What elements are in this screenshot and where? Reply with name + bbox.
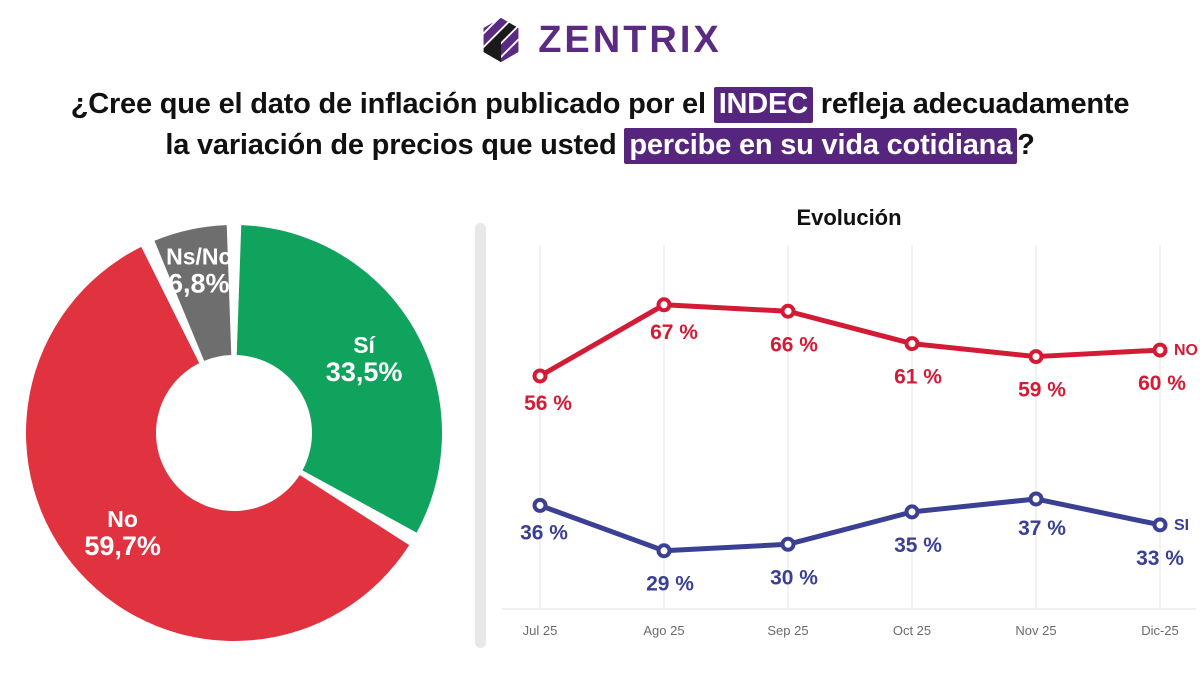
panel-divider <box>474 222 486 648</box>
series-line-no <box>537 302 1163 379</box>
donut-slice-label: Ns/Nc6,8% <box>166 243 231 298</box>
title-text-c: la variación de precios que usted <box>165 129 625 162</box>
data-point-label: 67 % <box>650 321 698 344</box>
donut-slice-name: Ns/Nc <box>166 243 231 269</box>
title-line-1: ¿Cree que el dato de inflación publicado… <box>20 84 1180 125</box>
data-point-label: 36 % <box>520 521 568 544</box>
evolution-gridlines <box>539 245 1161 609</box>
donut-panel: Sí 33,5% No 59,7% Ns/Nc 6,8% <box>0 205 462 665</box>
brand-header: ZENTRIX <box>0 0 1200 80</box>
data-point-label: 37 % <box>1018 517 1066 540</box>
donut-slice-name: No <box>107 506 138 532</box>
donut-slice-name: Sí <box>353 332 376 358</box>
data-point <box>1152 517 1168 533</box>
evolution-title: Evolución <box>796 205 902 230</box>
data-point-label: 59 % <box>1018 379 1066 402</box>
donut-slice <box>236 225 442 533</box>
data-point-label: 35 % <box>894 534 942 557</box>
x-tick-label: Oct 25 <box>893 623 931 638</box>
data-point <box>1028 349 1044 365</box>
evolution-series: NO SI <box>532 297 1198 559</box>
evolution-panel: Evolución NO SI Jul 25 Ago 25 Sep 25 Oct 25 N… <box>498 205 1200 665</box>
donut-chart: Sí 33,5% No 59,7% Ns/Nc 6,8% <box>18 213 450 653</box>
data-point-label: 66 % <box>770 333 818 356</box>
page-title: ¿Cree que el dato de inflación publicado… <box>0 84 1200 166</box>
evolution-x-tick-labels: Jul 25 Ago 25 Sep 25 Oct 25 Nov 25 Dic-25 <box>523 623 1179 638</box>
title-text-a: ¿Cree que el dato de inflación publicado… <box>70 88 714 120</box>
data-point <box>532 368 548 384</box>
data-point <box>532 497 548 513</box>
title-line-2: la variación de precios que usted percib… <box>20 125 1180 166</box>
donut-slice-value: 6,8% <box>168 268 230 298</box>
donut-slice <box>154 225 232 361</box>
data-point <box>656 297 672 313</box>
series-tag-no: NO <box>1174 342 1198 359</box>
title-text-d: ? <box>1017 129 1035 162</box>
donut-slice-value: 33,5% <box>326 357 403 387</box>
data-point <box>1028 491 1044 507</box>
x-tick-label: Nov 25 <box>1015 623 1056 638</box>
data-point-label: 60 % <box>1138 372 1186 395</box>
data-point <box>656 543 672 559</box>
data-point-label: 30 % <box>770 566 818 589</box>
data-point <box>1152 342 1168 358</box>
x-tick-label: Sep 25 <box>767 623 808 638</box>
evolution-data-labels: 56 % 67 % 66 % 61 % 59 % 60 % 36 % 29 % 30 % 35 %… <box>520 321 1186 596</box>
evolution-chart-svg: NO SI Jul 25 Ago 25 Sep 25 Oct 25 Nov 25 Dic-2… <box>502 245 1198 638</box>
data-point-label: 61 % <box>894 366 942 389</box>
x-tick-label: Dic-25 <box>1141 623 1179 638</box>
data-point <box>904 336 920 352</box>
data-point-label: 56 % <box>524 392 572 415</box>
content-panels: Sí 33,5% No 59,7% Ns/Nc 6,8% Evolución NO SI J… <box>0 205 1200 665</box>
data-point <box>780 303 796 319</box>
donut-slices <box>26 225 442 641</box>
data-point-label: 29 % <box>646 573 694 596</box>
series-tag-si: SI <box>1174 517 1189 534</box>
title-text-b: refleja adecuadamente <box>812 88 1130 120</box>
x-tick-label: Ago 25 <box>643 623 684 638</box>
data-point <box>904 504 920 520</box>
zentrix-striped-hex-logo <box>483 17 519 63</box>
donut-slice-value: 59,7% <box>84 531 161 561</box>
x-tick-label: Jul 25 <box>523 623 558 638</box>
panel-divider-wrap <box>462 205 498 665</box>
title-highlight-percibe: percibe en su vida cotidiana <box>624 128 1018 165</box>
brand-wordmark: ZENTRIX <box>538 19 722 61</box>
data-point <box>780 536 796 552</box>
data-point-label: 33 % <box>1136 547 1184 570</box>
donut-slice <box>26 246 410 641</box>
series-line-si <box>537 496 1163 554</box>
title-highlight-indec: INDEC <box>713 87 813 123</box>
